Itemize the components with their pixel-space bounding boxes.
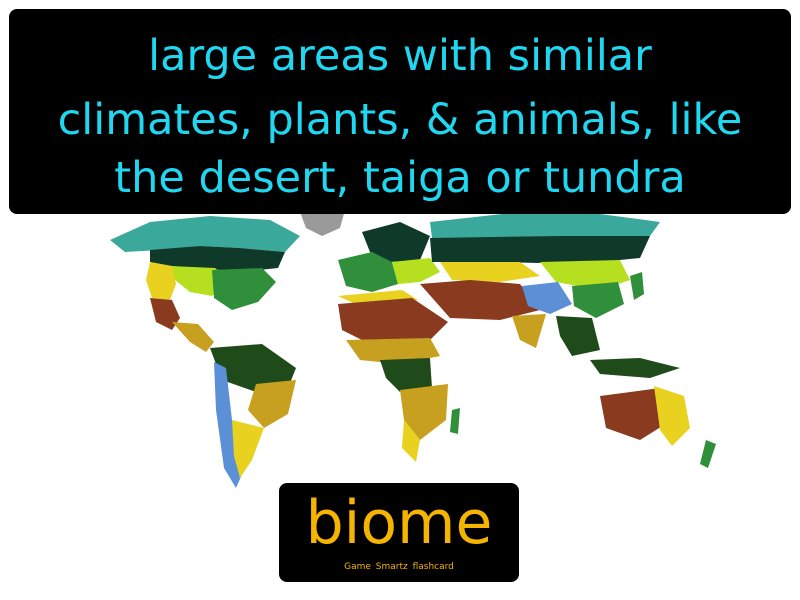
- tibet-mountains: [522, 282, 572, 314]
- africa-rainforest: [380, 358, 432, 392]
- central-america: [172, 322, 214, 352]
- north-america-desert: [150, 298, 180, 330]
- definition-line-1: large areas with similar: [148, 31, 652, 81]
- europe-grassland: [392, 258, 440, 284]
- south-asia-savanna: [512, 314, 546, 348]
- indonesia: [590, 358, 680, 378]
- north-america-tundra: [110, 216, 300, 252]
- south-america-savanna: [248, 380, 296, 428]
- europe-taiga: [362, 222, 430, 262]
- greenland-ice: [300, 210, 345, 236]
- term-word: biome: [305, 488, 493, 558]
- south-america-rainforest: [210, 344, 296, 392]
- asia-grassland: [540, 260, 630, 290]
- brand-label: Game Smartz flashcard: [344, 562, 454, 572]
- new-zealand: [700, 440, 716, 468]
- africa-south: [402, 420, 420, 462]
- north-america-steppe: [146, 262, 176, 300]
- world-biome-map: [110, 210, 716, 488]
- south-america-south: [232, 420, 264, 478]
- asia-desert: [420, 280, 540, 320]
- asia-tundra: [430, 212, 660, 240]
- definition-line-2: climates, plants, & animals, like: [57, 95, 743, 145]
- japan: [630, 272, 644, 300]
- asia-steppe: [440, 262, 540, 282]
- europe-forest: [338, 252, 398, 292]
- australia-desert: [600, 388, 672, 440]
- africa-sahara: [338, 298, 448, 344]
- definition-box: large areas with similar climates, plant…: [9, 9, 791, 214]
- africa-savanna: [400, 384, 448, 440]
- africa-sahel: [346, 338, 440, 364]
- asia-taiga: [430, 236, 650, 264]
- north-america-forest: [212, 268, 276, 310]
- definition-line-3: the desert, taiga or tundra: [114, 153, 686, 203]
- madagascar: [450, 408, 460, 434]
- east-asia-forest: [572, 282, 624, 318]
- southeast-asia-rainforest: [556, 316, 600, 356]
- term-box: biome Game Smartz flashcard: [279, 483, 519, 582]
- australia-rim: [654, 386, 690, 446]
- north-america-taiga: [150, 246, 285, 272]
